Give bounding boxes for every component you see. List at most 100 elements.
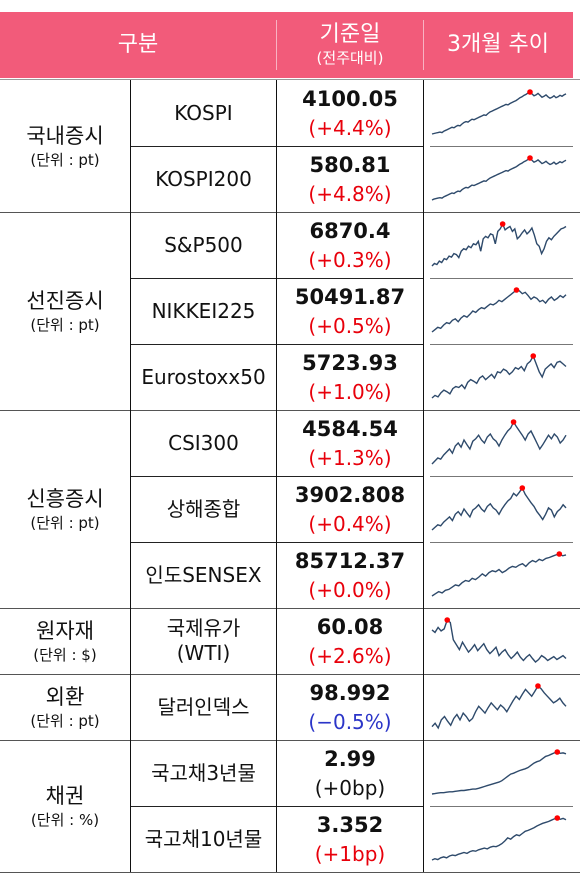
instrument-name: CSI300 [131, 410, 276, 476]
sparkline-svg [431, 617, 567, 663]
instrument-name-line: Eurostoxx50 [141, 364, 266, 389]
value-cell: 4100.05 (+4.4%) [277, 80, 423, 146]
header-base-date-sub: (전주대비) [316, 49, 384, 67]
header-row: 구분 기준일 (전주대비) 3개월 추이 [0, 12, 573, 78]
sparkline-series [431, 553, 567, 597]
row-divider [131, 806, 423, 807]
index-value: 50491.87 [294, 285, 406, 309]
weekly-change: (+1.0%) [308, 380, 392, 404]
instrument-name-line: 국제유가 [166, 616, 241, 640]
row-divider-trend [430, 476, 573, 477]
sparkline-peak-marker [556, 551, 563, 557]
header-divider [276, 20, 277, 70]
trend-sparkline [430, 418, 570, 468]
sparkline-series [431, 157, 567, 201]
column-divider [130, 80, 131, 872]
trend-sparkline [430, 616, 570, 666]
instrument-name-line: 국고채3년물 [151, 760, 256, 785]
group-divider [0, 740, 580, 741]
weekly-change: (+0.5%) [308, 314, 392, 338]
sparkline-series [431, 684, 567, 730]
category-unit: (단위 : pt) [30, 712, 100, 730]
category-cell: 선진증시 (단위 : pt) [0, 212, 130, 410]
instrument-name: KOSPI [131, 80, 276, 146]
index-value: 4100.05 [302, 87, 398, 111]
sparkline-svg [431, 683, 567, 730]
trend-sparkline [430, 88, 570, 138]
instrument-name: 국제유가 (WTI) [131, 608, 276, 674]
row-divider [131, 146, 423, 147]
instrument-name-line: (WTI) [176, 641, 231, 665]
category-unit: (단위 : $) [33, 646, 97, 664]
sparkline-svg [431, 221, 567, 267]
instrument-name-line: 인도SENSEX [145, 562, 262, 587]
index-value: 98.992 [309, 681, 391, 705]
category-name: 채권 [45, 784, 85, 808]
instrument-name: 인도SENSEX [131, 542, 276, 608]
index-value: 85712.37 [294, 549, 406, 573]
row-divider [131, 476, 423, 477]
header-category: 구분 [0, 12, 276, 78]
index-value: 2.99 [324, 747, 376, 771]
sparkline-peak-marker [554, 749, 561, 755]
trend-sparkline [430, 682, 570, 732]
sparkline-svg [431, 89, 567, 135]
trend-sparkline [430, 484, 570, 534]
category-name: 국내증시 [26, 124, 104, 148]
column-divider [276, 80, 277, 872]
category-unit: (단위 : %) [30, 811, 100, 829]
sparkline-svg [431, 287, 567, 333]
category-unit: (단위 : pt) [30, 514, 100, 532]
row-divider-trend [430, 806, 573, 807]
row-divider-trend [430, 278, 573, 279]
sparkline-peak-marker [519, 485, 526, 491]
weekly-change: (−0.5%) [308, 710, 392, 734]
group-divider [0, 674, 580, 675]
weekly-change: (+1.3%) [308, 446, 392, 470]
trend-sparkline [430, 352, 570, 402]
group-divider [0, 410, 580, 411]
instrument-name-line: 달러인덱스 [157, 694, 250, 719]
trend-sparkline [430, 154, 570, 204]
instrument-name: 상해종합 [131, 476, 276, 542]
instrument-name-line: 상해종합 [166, 496, 241, 521]
index-value: 60.08 [316, 615, 384, 639]
category-name: 외환 [45, 685, 85, 709]
sparkline-peak-marker [554, 815, 561, 821]
weekly-change: (+0.0%) [308, 578, 392, 602]
sparkline-series [431, 354, 567, 399]
row-divider [131, 542, 423, 543]
sparkline-series [431, 817, 567, 861]
value-cell: 5723.93 (+1.0%) [277, 344, 423, 410]
weekly-change: (+0.3%) [308, 248, 392, 272]
sparkline-svg [431, 155, 567, 201]
header-trend-label: 3개월 추이 [447, 32, 549, 57]
weekly-change: (+2.6%) [308, 644, 392, 668]
sparkline-peak-marker [513, 287, 520, 293]
weekly-change: (+1bp) [314, 842, 386, 866]
group-divider [0, 212, 580, 213]
sparkline-peak-marker [510, 419, 517, 425]
weekly-change: (+4.4%) [308, 116, 392, 140]
sparkline-peak-marker [527, 89, 533, 95]
instrument-name: KOSPI200 [131, 146, 276, 212]
weekly-change: (+4.8%) [308, 182, 392, 206]
sparkline-svg [431, 815, 567, 861]
category-unit: (단위 : pt) [30, 151, 100, 169]
sparkline-peak-marker [499, 221, 506, 227]
instrument-name: 국고채3년물 [131, 740, 276, 806]
instrument-name-line: CSI300 [168, 430, 239, 455]
instrument-name: Eurostoxx50 [131, 344, 276, 410]
value-cell: 85712.37 (+0.0%) [277, 542, 423, 608]
sparkline-series [431, 222, 567, 267]
instrument-name-line: NIKKEI225 [151, 298, 256, 323]
instrument-name: NIKKEI225 [131, 278, 276, 344]
row-divider [131, 278, 423, 279]
instrument-name-line: 국고채10년물 [144, 826, 263, 851]
index-value: 4584.54 [302, 417, 398, 441]
category-name: 원자재 [36, 619, 94, 643]
category-cell: 국내증시 (단위 : pt) [0, 80, 130, 212]
trend-sparkline [430, 220, 570, 270]
table-top-border [0, 79, 580, 80]
instrument-name: 달러인덱스 [131, 674, 276, 740]
